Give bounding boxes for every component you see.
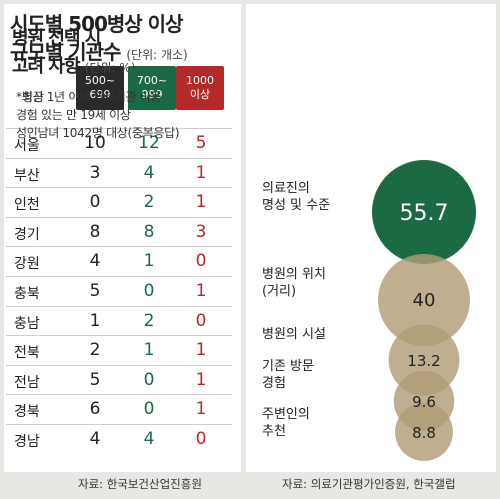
bubble-category-line: 주변인의 [262, 407, 310, 422]
cell-value: 0 [143, 281, 155, 301]
bubble-value-label: 40 [413, 290, 436, 311]
table-row: 충북 5 0 1 [6, 276, 232, 307]
cell-value: 1 [143, 251, 155, 272]
cell-value: 1 [89, 310, 101, 331]
left-unit: (단위: 개소) [126, 48, 188, 62]
right-title: 병원 선택 시 [12, 28, 101, 49]
bubble-category-line: (거리) [262, 284, 297, 299]
cell-value: 0 [143, 399, 155, 420]
table-row: 서울 10 12 5 [6, 128, 232, 159]
table-header-label: 병상 [22, 90, 45, 104]
region-name: 충남 [14, 315, 40, 332]
cell-value: 4 [143, 429, 155, 449]
cell-value: 0 [195, 251, 207, 272]
table-row: 인천 0 2 1 [6, 187, 232, 218]
cell-value: 3 [89, 162, 101, 183]
region-name: 경남 [14, 434, 40, 450]
cell-value: 8 [89, 221, 101, 242]
bubble-category-line: 경험 [262, 376, 286, 391]
left-title: 시도별 500병상 이상 [10, 12, 183, 36]
cell-value: 12 [138, 133, 160, 153]
cell-value: 6 [89, 399, 101, 420]
column-header-3: 1000 이상 [176, 66, 224, 110]
column-header-1: 500~ 699 [76, 66, 124, 110]
region-name: 강원 [14, 256, 40, 273]
survey-note-line1: *최근 1년 이내 의료기관 이용 [16, 90, 162, 104]
cell-value: 1 [195, 162, 207, 183]
survey-note-line3: 성인남녀 1042명 대상(중복응답) [16, 126, 180, 140]
table-row: 강원 4 1 0 [6, 246, 232, 277]
cell-value: 0 [143, 369, 155, 390]
bubble-category-line: 의료진의 [262, 181, 310, 196]
bubble-value-label: 8.8 [412, 424, 436, 442]
bubble-value-label: 13.2 [407, 352, 440, 370]
region-name: 전북 [14, 345, 40, 362]
survey-note-line2: 경험 있는 만 19세 이상 [16, 108, 131, 122]
table-row: 충남 1 2 0 [6, 305, 232, 337]
cell-value: 4 [89, 429, 101, 449]
region-name: 경기 [14, 226, 40, 243]
left-title-line2: 규모별 기관수 [10, 40, 121, 64]
cell-value: 1 [195, 281, 207, 301]
region-name: 부산 [14, 167, 40, 184]
right-unit: (단위: %) [84, 61, 136, 75]
cell-value: 4 [143, 162, 155, 183]
bubble-category-line: 병원의 위치 [262, 267, 326, 282]
column-header-2: 700~ 999 [128, 66, 176, 110]
region-name: 서울 [14, 138, 40, 154]
bubble-category-label: 병원의 위치 (거리) [262, 266, 326, 300]
table-row: 경북 6 0 1 [6, 394, 232, 425]
cell-value: 8 [143, 221, 155, 242]
bubble-value-label: 55.7 [400, 201, 449, 226]
cell-value: 1 [195, 340, 207, 361]
left-source: 자료: 한국보건산업진흥원 [78, 477, 202, 491]
bubble-5 [395, 403, 453, 461]
table-row: 경남 4 4 0 [6, 424, 232, 455]
cell-value: 0 [89, 192, 101, 213]
region-name: 충북 [14, 286, 40, 302]
bubble-1 [372, 160, 476, 264]
table-row: 경기 8 8 3 [6, 216, 232, 248]
bubble-category-label: 병원의 시설 [262, 326, 326, 343]
cell-value: 0 [195, 429, 207, 449]
cell-value: 2 [143, 310, 155, 331]
region-name: 인천 [14, 197, 40, 214]
bubble-value-label: 9.6 [412, 393, 436, 411]
cell-value: 2 [89, 340, 101, 361]
right-title-line2: 고려 사항 [12, 56, 81, 77]
bubble-2 [378, 254, 470, 346]
region-name: 전남 [14, 374, 40, 391]
cell-value: 5 [89, 281, 101, 301]
cell-value: 1 [195, 192, 207, 213]
cell-value: 5 [89, 369, 101, 390]
bubble-category-line: 병원의 시설 [262, 327, 326, 342]
cell-value: 1 [195, 369, 207, 390]
bubble-category-line: 기존 방문 [262, 359, 314, 374]
table-row: 전남 5 0 1 [6, 364, 232, 396]
cell-value: 1 [195, 399, 207, 420]
right-source: 자료: 의료기관평가인증원, 한국갤럽 [282, 477, 456, 491]
bubble-category-line: 명성 및 수준 [262, 198, 331, 213]
right-subtitle: 고려 사항 (단위: %) [12, 52, 136, 78]
cell-value: 5 [195, 133, 207, 153]
region-name: 경북 [14, 404, 40, 421]
cell-value: 10 [84, 133, 106, 153]
cell-value: 2 [143, 192, 155, 213]
bubble-category-line: 추천 [262, 424, 286, 439]
table-row: 부산 3 4 1 [6, 157, 232, 189]
table-row: 전북 2 1 1 [6, 335, 232, 366]
cell-value: 4 [89, 251, 101, 272]
cell-value: 3 [195, 221, 207, 242]
left-subtitle: 규모별 기관수 (단위: 개소) [10, 36, 188, 65]
cell-value: 1 [143, 340, 155, 361]
cell-value: 0 [195, 310, 207, 331]
